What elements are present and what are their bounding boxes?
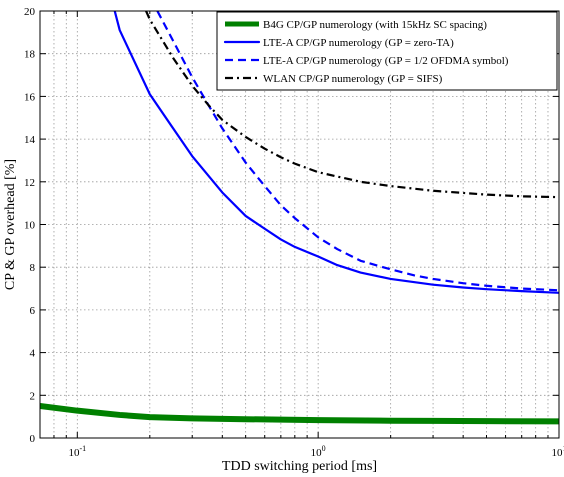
x-tick-label: 101 — [552, 444, 564, 459]
legend-label-3: LTE-A CP/GP numerology (GP = 1/2 OFDMA s… — [263, 55, 509, 67]
y-tick-label: 18 — [24, 49, 36, 61]
legend-label-4: WLAN CP/GP numerology (GP = SIFS) — [263, 73, 443, 85]
series-line-2 — [113, 11, 559, 294]
x-axis-label: TDD switching period [ms] — [222, 459, 377, 474]
series-line-4 — [145, 11, 559, 199]
x-tick-label: 10-1 — [68, 444, 86, 459]
legend-label-1: B4G CP/GP numerology (with 15kHz SC spac… — [263, 19, 487, 31]
y-tick-label: 8 — [30, 262, 36, 274]
y-tick-label: 16 — [24, 91, 36, 103]
legend: B4G CP/GP numerology (with 15kHz SC spac… — [216, 11, 558, 91]
y-tick-label: 4 — [30, 348, 36, 360]
axis-ticks: 0 2 4 6 8 10 12 14 16 18 20 10-1 100 101 — [24, 6, 564, 459]
y-tick-label: 10 — [24, 220, 36, 232]
series-line-1 — [40, 403, 559, 425]
y-tick-label: 6 — [30, 305, 36, 317]
y-tick-label: 2 — [30, 390, 36, 402]
y-axis-label: CP & GP overhead [%] — [3, 159, 18, 290]
y-tick-label: 12 — [24, 177, 35, 189]
y-tick-label: 0 — [30, 433, 36, 445]
y-tick-label: 20 — [24, 6, 36, 18]
x-tick-label: 100 — [311, 444, 326, 459]
y-tick-label: 14 — [24, 134, 36, 146]
legend-box — [216, 11, 558, 91]
legend-label-2: LTE-A CP/GP numerology (GP = zero-TA) — [263, 37, 454, 49]
series-layer — [40, 11, 559, 425]
